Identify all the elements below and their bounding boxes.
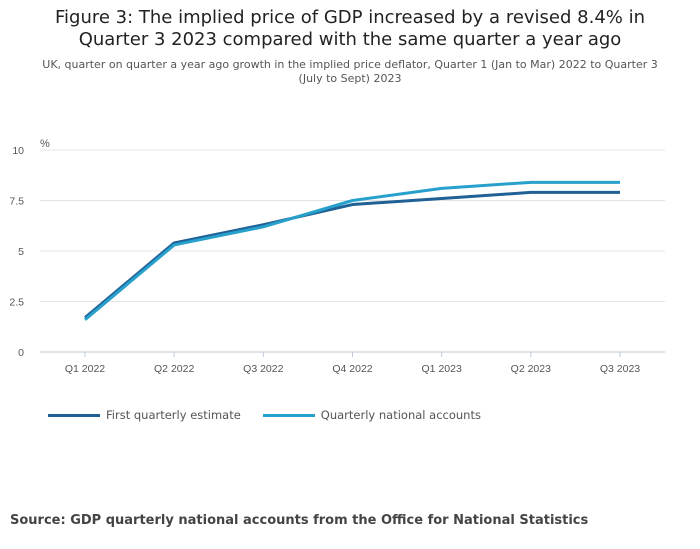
- legend: First quarterly estimate Quarterly nation…: [48, 408, 503, 422]
- source-note: Source: GDP quarterly national accounts …: [10, 513, 589, 528]
- legend-label: Quarterly national accounts: [320, 408, 481, 422]
- y-tick-label: 2.5: [9, 297, 24, 309]
- series-line-2: [84, 180, 620, 321]
- y-tick-label: 7.5: [9, 196, 24, 208]
- chart-title: Figure 3: The implied price of GDP incre…: [54, 7, 646, 50]
- x-tick-label: Q1 2022: [65, 363, 105, 375]
- legend-label: First quarterly estimate: [106, 408, 241, 422]
- y-axis-label: %: [40, 138, 50, 150]
- x-tick-label: Q2 2022: [154, 363, 194, 375]
- series-lines: [84, 180, 620, 321]
- legend-swatch: [262, 413, 315, 417]
- legend-item: First quarterly estimate: [48, 408, 241, 422]
- x-tick-label: Q2 2023: [511, 363, 551, 375]
- x-tick-label: Q4 2022: [332, 363, 372, 375]
- legend-swatch: [48, 413, 100, 417]
- x-tick-label: Q3 2022: [243, 363, 283, 375]
- y-tick-label: 10: [12, 145, 24, 157]
- axes: 0 2.5 5 7.5 10% Q1 2022 Q2 2022 Q3 2022 Q4 2022 Q…: [9, 138, 665, 375]
- legend-item: Quarterly national accounts: [262, 408, 481, 422]
- series-line-1: [84, 190, 620, 319]
- x-tick-label: Q1 2023: [422, 363, 462, 375]
- chart-subtitle: UK, quarter on quarter a year ago growth…: [42, 58, 658, 85]
- y-tick-label: 5: [18, 246, 24, 258]
- x-tick-label: Q3 2023: [600, 363, 640, 375]
- y-tick-label: 0: [18, 347, 24, 359]
